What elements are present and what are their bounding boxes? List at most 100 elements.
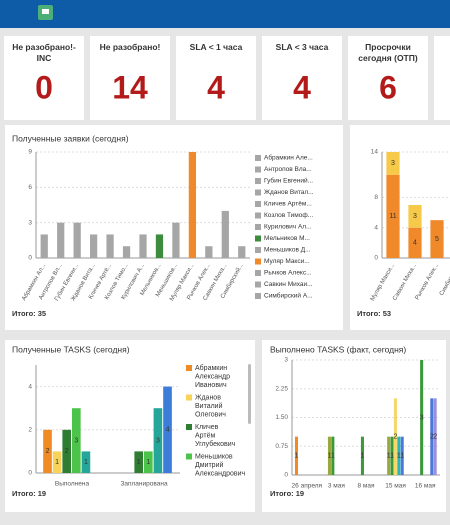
y-tick-label: 0 — [374, 255, 378, 262]
legend-swatch — [255, 281, 261, 288]
bar — [420, 360, 424, 475]
legend-swatch — [255, 212, 261, 219]
y-tick-label: 0 — [28, 255, 32, 262]
kpi-title: SLA < 3 часа — [276, 42, 329, 52]
bar — [433, 398, 437, 475]
bar — [72, 408, 81, 473]
data-label: 1 — [331, 453, 335, 460]
bar — [52, 451, 62, 473]
panel — [262, 340, 446, 512]
data-label: 3 — [420, 414, 424, 421]
bar — [387, 436, 391, 475]
bar-segment — [386, 152, 400, 175]
legend-label: Губин Евгений... — [264, 177, 313, 185]
data-label: 1 — [137, 459, 141, 466]
bar — [430, 398, 434, 475]
legend-label: Мельников М... — [264, 235, 310, 242]
kpi-card — [434, 36, 450, 120]
kpi-card — [90, 36, 170, 120]
bar — [331, 436, 335, 475]
top-bar — [0, 0, 450, 28]
legend-label: Антропов Вла... — [264, 166, 312, 173]
app-icon-glyph — [42, 9, 49, 14]
data-label: 3 — [74, 437, 78, 444]
bar — [81, 451, 91, 473]
legend-swatch — [255, 247, 261, 253]
bar — [155, 234, 164, 258]
y-tick-label: 2 — [28, 427, 32, 434]
bar — [144, 451, 153, 473]
kpi-title: Не разобрано!-INC — [12, 42, 76, 63]
bar — [172, 222, 180, 258]
kpi-card — [262, 36, 342, 120]
panel — [5, 340, 255, 512]
kpi-value: 4 — [207, 69, 225, 105]
legend-label: Меньшиков Дмитрий Александрович — [195, 453, 246, 477]
bar — [73, 222, 81, 258]
data-label: 3 — [156, 437, 160, 444]
data-label: 3 — [391, 160, 395, 167]
legend-swatch — [255, 224, 261, 230]
y-tick-label: 2.25 — [275, 385, 288, 392]
bar — [390, 436, 394, 475]
legend-label: Жданов Виталий Олегович — [195, 394, 226, 418]
y-tick-label: 1.50 — [275, 414, 288, 421]
data-label: 1 — [387, 453, 391, 460]
data-label: 1 — [328, 453, 332, 460]
bar — [122, 246, 131, 258]
data-label: 5 — [435, 236, 439, 243]
kpi-value: 4 — [293, 69, 311, 105]
legend-label: Кличев Артём Углубекович — [195, 424, 236, 448]
legend-label: Меньшиков Д... — [264, 247, 311, 254]
kpi-title: Просрочки сегодня (ОТП) — [358, 42, 418, 63]
legend-swatch — [255, 293, 261, 299]
legend-label: Жданов Витал... — [264, 189, 314, 196]
bar-segment — [408, 227, 422, 258]
x-tick-label: Выполнена — [55, 481, 90, 488]
scrollbar[interactable] — [248, 364, 251, 424]
kpi-card — [176, 36, 256, 120]
data-label: 1 — [146, 459, 150, 466]
y-tick-label: 8 — [374, 194, 378, 201]
legend-label: Абрамкин Александр Иванович — [195, 364, 230, 389]
y-tick-label: 14 — [371, 149, 379, 156]
data-label: 2 — [46, 448, 50, 455]
bar — [57, 222, 65, 258]
data-label: 4 — [166, 427, 170, 434]
y-tick-label: 3 — [284, 357, 288, 364]
data-label: 2 — [393, 434, 397, 441]
legend-label: Абрамкин Але... — [264, 154, 313, 162]
bar — [62, 429, 72, 473]
data-label: 2 — [65, 448, 69, 455]
legend-label: Симбирский А... — [264, 292, 313, 300]
y-tick-label: 6 — [28, 184, 32, 191]
data-label: 3 — [413, 213, 417, 220]
total-label: Итого: 53 — [357, 309, 391, 318]
y-tick-label: 9 — [28, 149, 32, 156]
bar — [153, 408, 163, 473]
total-label: Итого: 35 — [12, 309, 46, 318]
bar-segment — [386, 174, 400, 258]
total-label: Итого: 19 — [270, 489, 304, 498]
total-label: Итого: 19 — [12, 489, 46, 498]
legend-label: Муляр Макси... — [264, 258, 310, 265]
y-tick-label: 0 — [28, 470, 32, 477]
kpi-title: Не разобрано! — [100, 42, 161, 52]
x-tick-label: 3 мая — [328, 483, 346, 490]
bar — [163, 386, 172, 473]
chart-title: Выполнено TASKS (факт, сегодня) — [270, 344, 406, 354]
kpi-value: 14 — [112, 69, 148, 105]
data-label: 4 — [413, 240, 417, 247]
data-label: 1 — [360, 453, 364, 460]
data-label: 2 — [430, 434, 434, 441]
kpi-card — [348, 36, 428, 120]
legend-label: Рычков Алекс... — [264, 270, 312, 277]
y-tick-label: 3 — [28, 219, 32, 226]
y-tick-label: 4 — [28, 383, 32, 390]
legend-label: Курилович Ал... — [264, 224, 312, 231]
data-label: 1 — [397, 453, 401, 460]
legend-swatch — [255, 155, 261, 161]
bar — [134, 451, 144, 473]
legend-swatch — [255, 201, 261, 207]
